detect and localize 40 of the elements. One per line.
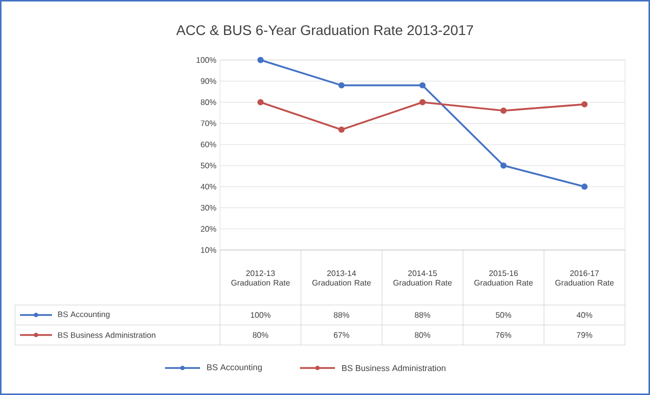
data-label: 88% [334,312,350,318]
point [581,101,588,108]
y-tick-label: 70% [200,120,216,126]
data-label: 79% [576,332,592,338]
point [338,82,345,88]
point [419,99,426,106]
legend-label: BS Business Administration [58,332,156,338]
data-label: 80% [252,332,268,338]
y-tick-label: 30% [200,204,216,211]
y-tick-label: 40% [200,184,216,190]
y-tick-label: 80% [200,99,216,106]
data-label: 88% [414,312,430,318]
data-label: 50% [496,312,512,318]
point [257,56,264,64]
point [257,99,264,106]
data-label: 40% [576,312,592,318]
x-tick-label: 2016-17 Graduation Rate [555,270,614,286]
text: BS Business Administration [342,364,446,372]
y-tick-label: 60% [200,142,216,148]
y-tick-label: 50% [200,162,216,168]
x-tick-label: 2014-15 Graduation Rate [393,270,452,286]
x-tick-label: 2012-13 Graduation Rate [231,270,290,286]
y-tick-label: 90% [200,78,216,84]
data-label: 67% [334,332,350,338]
chart-title: ACC & BUS 6-Year Graduation Rate 2013-2017 [176,24,474,36]
y-tick-label: 10% [201,247,216,253]
x-tick-label: 2013-14 Graduation Rate [312,270,371,286]
y-tick-label: 100% [196,57,216,63]
data-label: 76% [496,332,512,338]
point [581,184,588,190]
point [338,126,345,133]
point [500,108,507,114]
y-tick-label: 20% [200,226,216,232]
data-label: 80% [414,332,430,338]
point [500,162,507,169]
data-label: 100% [250,312,270,318]
point [419,82,426,88]
legend-label: BS Accounting [207,364,262,372]
x-tick-label: 2015-16 Graduation Rate [474,270,533,286]
text: BS Accounting [58,311,110,319]
